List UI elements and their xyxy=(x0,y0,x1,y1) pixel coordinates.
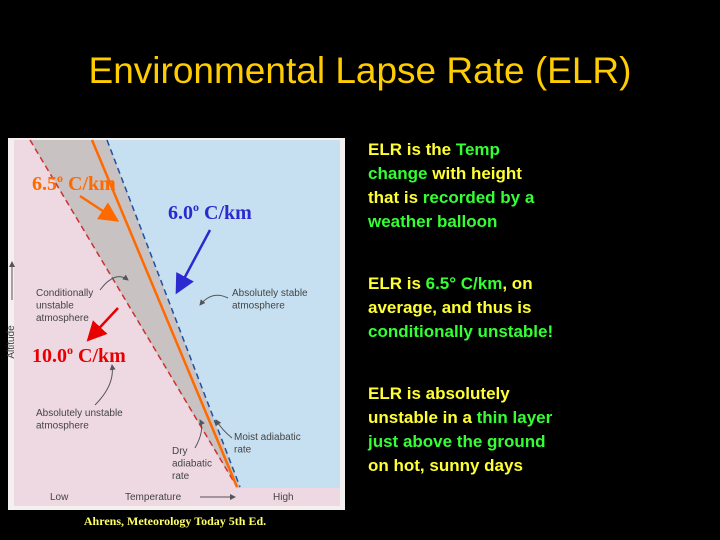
rate-sup: o xyxy=(193,200,199,214)
region-label: adiabatic xyxy=(172,459,212,470)
text-segment: ELR is xyxy=(368,274,426,293)
text-segment: Temp xyxy=(455,140,500,159)
axis-strip xyxy=(14,488,340,506)
x-low: Low xyxy=(50,492,69,503)
rate-unit: C/km xyxy=(199,202,252,224)
region-label: unstable xyxy=(36,301,74,312)
rate-value: 6.0 xyxy=(168,202,193,224)
region-label: atmosphere xyxy=(232,301,285,312)
rate-label: 6.5o C/km xyxy=(32,171,116,195)
dry-adiabatic-line xyxy=(29,139,238,488)
arrow xyxy=(79,194,120,222)
region-label: atmosphere xyxy=(36,313,89,324)
rate-value: 10.0 xyxy=(32,345,67,367)
caption: Ahrens, Meteorology Today 5th Ed. xyxy=(83,514,267,528)
rate-label: 6.0o C/km xyxy=(168,200,252,224)
text-segment: average, and thus is xyxy=(368,298,532,317)
text-segment: , on xyxy=(502,274,533,293)
text-segment: ELR is absolutely xyxy=(368,384,510,403)
text-segment: 6.5° C/km xyxy=(425,274,503,293)
pointer xyxy=(194,419,205,449)
text-segment: that is xyxy=(368,188,423,207)
pointer xyxy=(94,364,116,406)
pointer xyxy=(99,274,129,291)
text-segment: with height xyxy=(427,164,522,183)
text-segment: unstable in a xyxy=(368,408,477,427)
rate-unit: C/km xyxy=(73,345,126,367)
bullet-line: ELR is absolutely xyxy=(368,382,713,406)
bullet-line: on hot, sunny days xyxy=(368,454,713,478)
region-label: Conditionally xyxy=(36,288,93,299)
bullet-line: ELR is the Temp xyxy=(368,138,713,162)
text-segment: conditionally unstable! xyxy=(368,322,554,341)
region-label: Absolutely stable xyxy=(232,288,308,299)
bullet-line: ELR is 6.5° C/km, on xyxy=(368,272,713,296)
bullet-line: that is recorded by a xyxy=(368,186,713,210)
region-label: Moist adiabatic xyxy=(234,432,301,443)
region-label: Absolutely unstable xyxy=(36,408,123,419)
rate-label: 10.0o C/km xyxy=(32,343,126,367)
rate-sup: o xyxy=(67,343,73,357)
region-label: Dry xyxy=(172,446,188,457)
text-segment: ELR is the xyxy=(368,140,456,159)
x-high: High xyxy=(273,492,294,503)
region-label: rate xyxy=(172,471,190,482)
text-segment: recorded by a xyxy=(422,188,535,207)
bullet: ELR is the Temp change with height that is… xyxy=(368,138,713,234)
text-segment: just above the ground xyxy=(368,432,546,451)
y-axis-label: Altitude xyxy=(6,325,17,359)
region-label: rate xyxy=(234,445,252,456)
bullet-line: weather balloon xyxy=(368,210,713,234)
elr-line xyxy=(90,139,239,488)
rate-value: 6.5 xyxy=(32,173,57,195)
rate-sup: o xyxy=(57,171,63,185)
bullet-line: average, and thus is xyxy=(368,296,713,320)
text-segment: weather balloon xyxy=(368,212,498,231)
text-segment: thin layer xyxy=(476,408,553,427)
bullet: ELR is 6.5° C/km, on average, and thus is… xyxy=(368,272,713,344)
title: Environmental Lapse Rate (ELR) xyxy=(88,50,632,91)
bullet-line: change with height xyxy=(368,162,713,186)
arrow xyxy=(175,229,212,295)
region-label: atmosphere xyxy=(36,421,89,432)
x-axis-label: Temperature xyxy=(125,492,182,503)
bullet: ELR is absolutely unstable in a thin laye… xyxy=(368,382,713,478)
bullet-line: unstable in a thin layer xyxy=(368,406,713,430)
text-segment: on hot, sunny days xyxy=(368,456,523,475)
text-segment: change xyxy=(368,164,428,183)
bullets: ELR is the Temp change with height that is… xyxy=(368,138,713,516)
pointer xyxy=(199,294,229,306)
unstable-region xyxy=(14,140,237,488)
bullet-line: conditionally unstable! xyxy=(368,320,713,344)
rate-unit: C/km xyxy=(63,173,116,195)
arrow xyxy=(86,307,119,342)
moist-adiabatic-line xyxy=(106,139,241,488)
bullet-line: just above the ground xyxy=(368,430,713,454)
pointer xyxy=(215,419,233,439)
